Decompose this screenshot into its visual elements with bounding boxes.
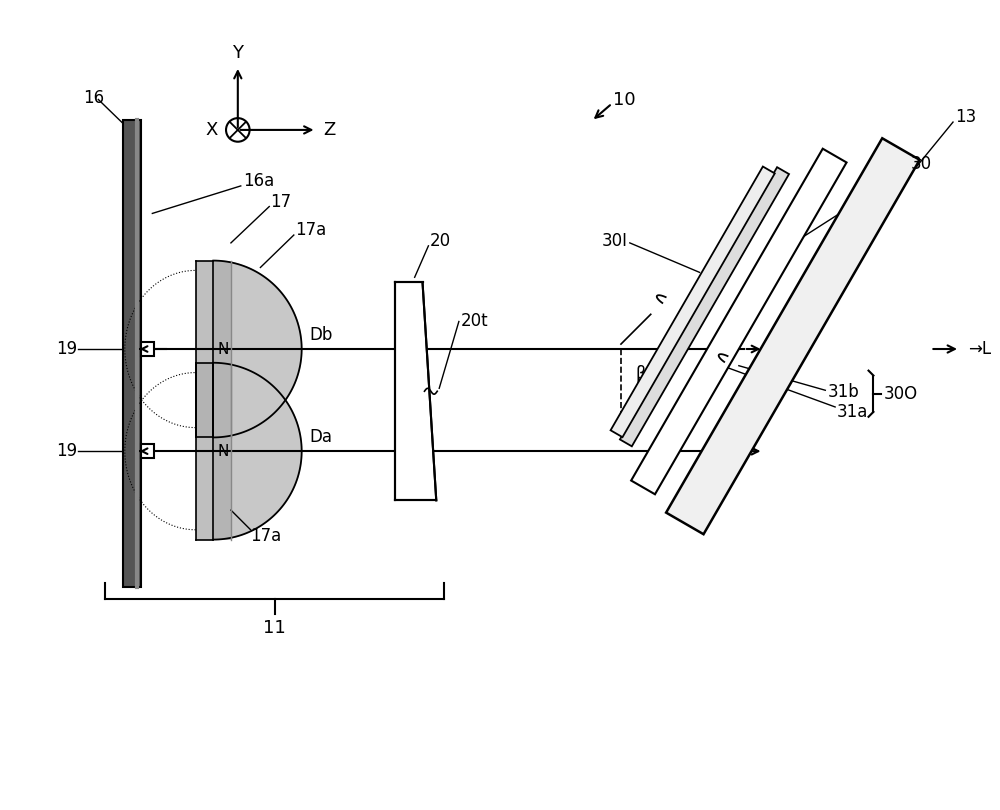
Text: X: X [205,121,217,139]
Text: Da: Da [310,428,333,446]
Text: 16: 16 [84,88,105,106]
Text: 17: 17 [270,193,291,211]
Text: Z: Z [323,121,335,139]
Text: 10: 10 [613,92,636,109]
Text: 20: 20 [429,232,451,250]
Text: 11: 11 [263,619,286,637]
Polygon shape [666,139,920,535]
Text: 19: 19 [56,340,77,358]
Text: 17a: 17a [295,221,326,239]
Text: 30I: 30I [602,232,628,250]
Text: 30: 30 [911,156,932,173]
Polygon shape [395,282,436,501]
Polygon shape [631,149,847,494]
Text: 31b: 31b [827,383,859,401]
Text: Y: Y [232,45,243,62]
Polygon shape [611,167,775,437]
Text: 30O: 30O [883,385,917,403]
Text: N: N [217,444,229,458]
Text: β: β [635,364,646,382]
Text: 16a: 16a [243,172,274,190]
Bar [141,342,154,356]
Bar [141,445,154,458]
Text: 17a: 17a [251,526,282,544]
Polygon shape [213,261,302,437]
Bar [196,363,231,539]
Text: 20t: 20t [461,313,488,330]
Text: 13: 13 [955,109,976,126]
Text: N: N [217,342,229,356]
Bar [196,261,231,437]
Text: 31a: 31a [837,403,868,421]
Polygon shape [620,167,789,446]
Text: 19: 19 [56,442,77,460]
Bar [123,120,141,586]
Text: →L: →L [968,340,991,358]
Polygon shape [213,363,302,539]
Text: Db: Db [310,326,333,344]
